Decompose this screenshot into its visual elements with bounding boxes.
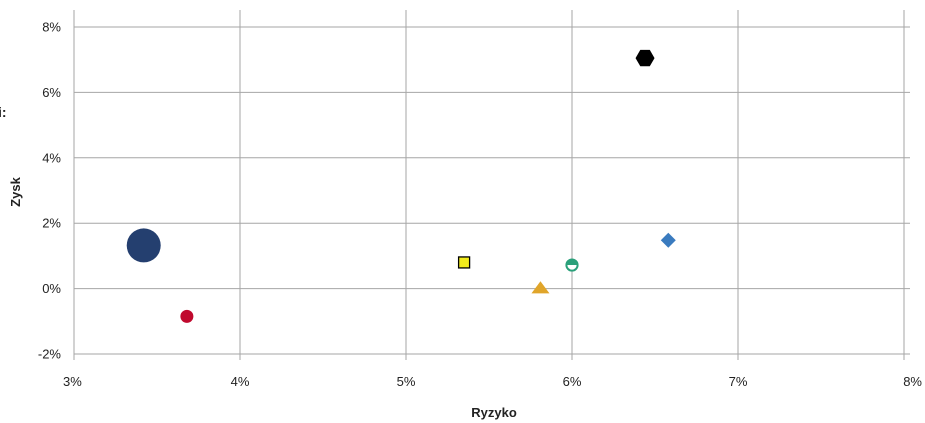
x-axis-title: Ryzyko: [471, 405, 517, 420]
grid: [73, 10, 910, 360]
x-tick-label: 4%: [231, 374, 250, 389]
y-axis-title: Zysk: [8, 176, 23, 206]
y-tick-label: -2%: [38, 347, 62, 362]
data-point-circle-large: [126, 228, 161, 263]
data-point-triangle: [531, 281, 550, 294]
clipped-edge-text: i:: [0, 104, 7, 120]
y-tick-label: 6%: [42, 85, 61, 100]
x-tick-label: 6%: [563, 374, 582, 389]
data-point-circle: [180, 309, 194, 323]
data-point-hexagon: [635, 49, 655, 67]
y-tick-label: 8%: [42, 20, 61, 35]
x-tick-label: 3%: [63, 374, 82, 389]
data-point-half-circle-fill: [566, 259, 578, 266]
y-tick-label: 0%: [42, 281, 61, 296]
data-point-square: [457, 256, 471, 269]
x-tick-label: 8%: [903, 374, 922, 389]
tick-labels: -2% 0% 2% 4% 6% 8% 3% 4% 5% 6% 7% 8%: [38, 20, 923, 390]
x-tick-label: 7%: [729, 374, 748, 389]
x-tick-label: 5%: [397, 374, 416, 389]
y-tick-label: 4%: [42, 150, 61, 165]
data-points: [126, 49, 676, 323]
y-tick-label: 2%: [42, 216, 61, 231]
data-point-diamond: [660, 232, 676, 248]
